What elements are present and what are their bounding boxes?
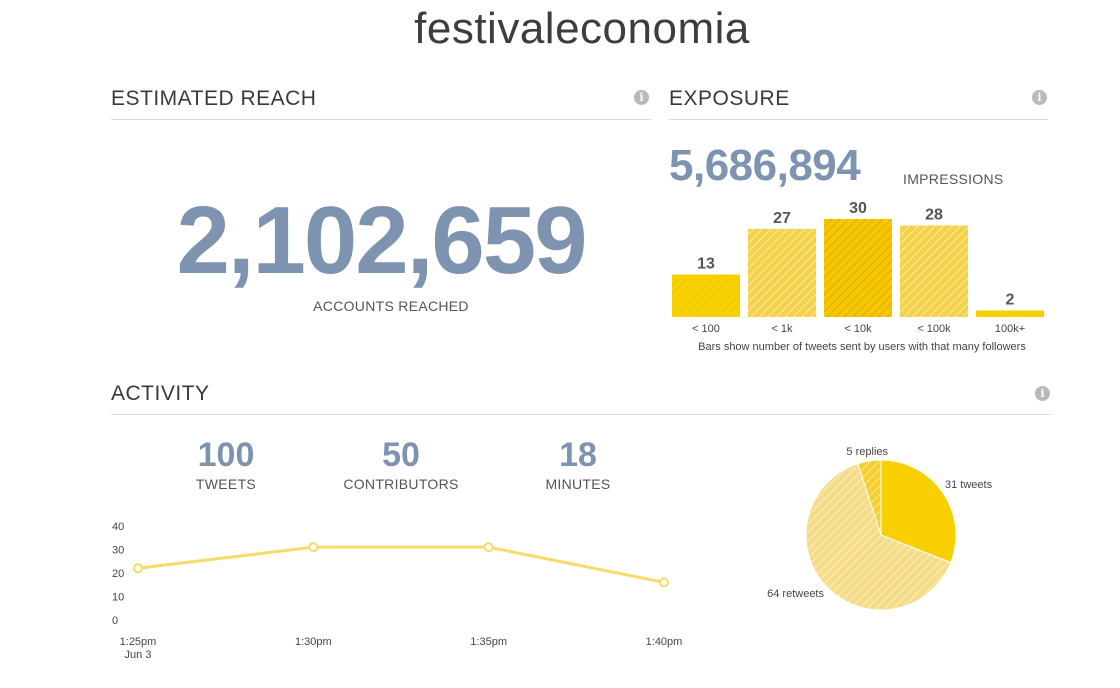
impressions-label: IMPRESSIONS <box>903 171 1004 187</box>
x-tick-label: 1:35pm <box>470 636 507 648</box>
pie-slice-0[interactable] <box>880 459 957 564</box>
data-point[interactable] <box>133 563 143 574</box>
pie-slice-label: 31 tweets <box>945 479 993 491</box>
activity-line-chart: 0 10 20 30 40 1:25pm 1:30pm 1:35pm 1:40pm Jun 3 <box>112 521 683 661</box>
bar-category-label: < 10k <box>844 323 872 335</box>
series-line <box>137 545 665 584</box>
exposure-section-title: EXPOSURE <box>669 87 790 110</box>
x-tick-sublabel: Jun 3 <box>125 649 152 661</box>
y-tick-label: 40 <box>112 521 124 533</box>
x-tick-label: 1:30pm <box>295 636 332 648</box>
exposure-divider <box>669 119 1048 120</box>
info-icon[interactable]: i <box>1035 386 1050 401</box>
reach-section-title: ESTIMATED REACH <box>111 87 317 110</box>
data-point[interactable] <box>659 577 669 588</box>
exposure-bar-chart: 13 27 30 28 2 < 100 < 1k < 10k < 100k 100k+ Bars… <box>672 200 1044 353</box>
stat-tweets-value: 100 <box>197 436 255 474</box>
pie-slice-label: 64 retweets <box>767 588 824 600</box>
bar-2 <box>824 219 892 317</box>
x-tick-label: 1:25pm <box>120 636 157 648</box>
stat-tweets-label: TWEETS <box>195 476 257 492</box>
info-icon[interactable]: i <box>634 90 649 105</box>
bar-category-label: < 1k <box>771 323 793 335</box>
bar-category-label: 100k+ <box>995 323 1025 335</box>
pie-slice-1[interactable] <box>805 463 952 611</box>
bar-3 <box>900 225 968 317</box>
accounts-reached-value: 2,102,659 <box>176 187 587 294</box>
pie-slice-2[interactable] <box>857 459 882 536</box>
bar-value-label: 13 <box>697 256 715 273</box>
x-tick-label: 1:40pm <box>646 636 683 648</box>
activity-divider <box>111 414 1051 415</box>
stat-contributors-value: 50 <box>382 436 420 474</box>
activity-pie-chart: 31 tweets 64 retweets 5 replies <box>767 446 993 611</box>
activity-section-title: ACTIVITY <box>111 382 210 405</box>
accounts-reached-label: ACCOUNTS REACHED <box>313 298 469 314</box>
page-title: festivaleconomia <box>414 4 750 53</box>
bar-value-label: 27 <box>773 210 791 227</box>
bar-category-label: < 100k <box>917 323 951 335</box>
stat-minutes-label: MINUTES <box>545 476 611 492</box>
y-tick-label: 0 <box>112 615 118 627</box>
reach-divider <box>111 119 651 120</box>
bar-value-label: 2 <box>1006 291 1015 308</box>
bar-value-label: 28 <box>925 207 943 224</box>
y-tick-label: 10 <box>112 592 124 604</box>
data-point[interactable] <box>308 542 319 553</box>
y-tick-label: 30 <box>112 545 124 557</box>
info-icon[interactable]: i <box>1032 90 1047 105</box>
y-tick-label: 20 <box>112 568 124 580</box>
pie-slice-label: 5 replies <box>846 446 888 458</box>
stat-contributors-label: CONTRIBUTORS <box>343 476 459 492</box>
bar-1 <box>748 228 816 317</box>
bar-0 <box>672 274 740 317</box>
exposure-footnote: Bars show number of tweets sent by users… <box>698 341 1026 353</box>
stat-minutes-value: 18 <box>559 436 597 474</box>
impressions-value: 5,686,894 <box>669 141 861 190</box>
bar-4 <box>976 310 1044 317</box>
bar-value-label: 30 <box>849 200 867 217</box>
data-point[interactable] <box>483 542 494 553</box>
bar-category-label: < 100 <box>692 323 720 335</box>
